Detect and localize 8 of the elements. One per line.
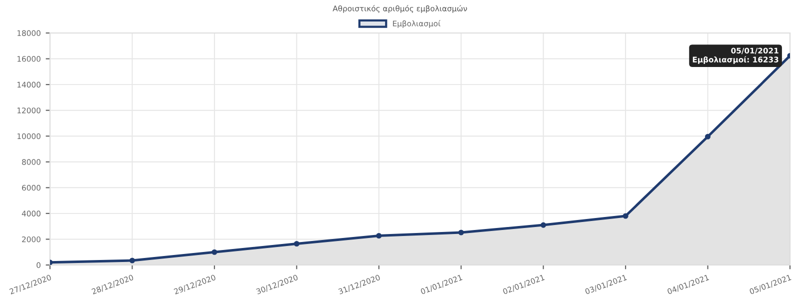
point	[212, 249, 218, 255]
point	[376, 232, 382, 239]
point	[622, 213, 628, 219]
point	[540, 222, 546, 228]
point	[705, 134, 711, 140]
point	[294, 240, 300, 247]
point	[458, 230, 464, 236]
point	[129, 258, 135, 264]
